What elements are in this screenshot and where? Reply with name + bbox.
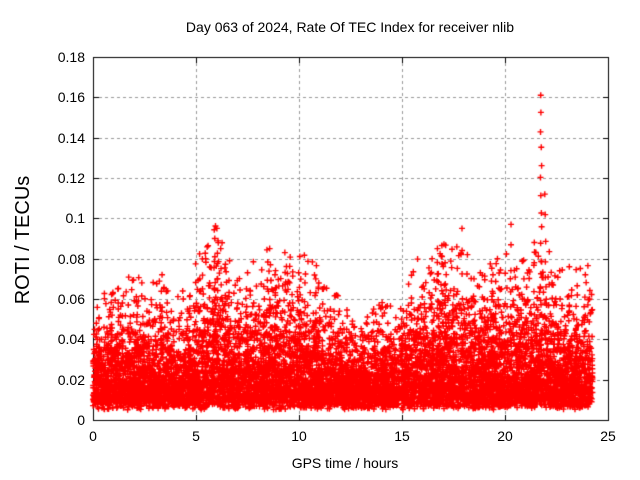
- y-tick-label: 0.08: [57, 250, 85, 267]
- y-tick-label: 0.18: [57, 49, 85, 65]
- x-tick-label: 20: [497, 428, 513, 444]
- y-tick-label: 0.1: [65, 210, 85, 227]
- y-tick-label: 0.02: [57, 371, 85, 388]
- y-tick-label: 0.06: [57, 291, 85, 307]
- x-tick-label: 5: [192, 428, 200, 444]
- y-tick-label: 0.12: [57, 170, 85, 186]
- y-tick-label: 0.14: [57, 129, 85, 146]
- y-tick-label: 0.04: [57, 331, 85, 348]
- x-axis-label: GPS time / hours: [291, 455, 399, 471]
- x-tick-label: 10: [291, 428, 307, 444]
- y-tick-label: 0: [77, 412, 85, 428]
- x-tick-label: 25: [600, 428, 616, 444]
- x-tick-label: 15: [394, 428, 410, 444]
- x-tick-label: 0: [89, 428, 97, 444]
- chart-title: Day 063 of 2024, Rate Of TEC Index for r…: [185, 19, 515, 35]
- y-tick-label: 0.16: [57, 89, 85, 106]
